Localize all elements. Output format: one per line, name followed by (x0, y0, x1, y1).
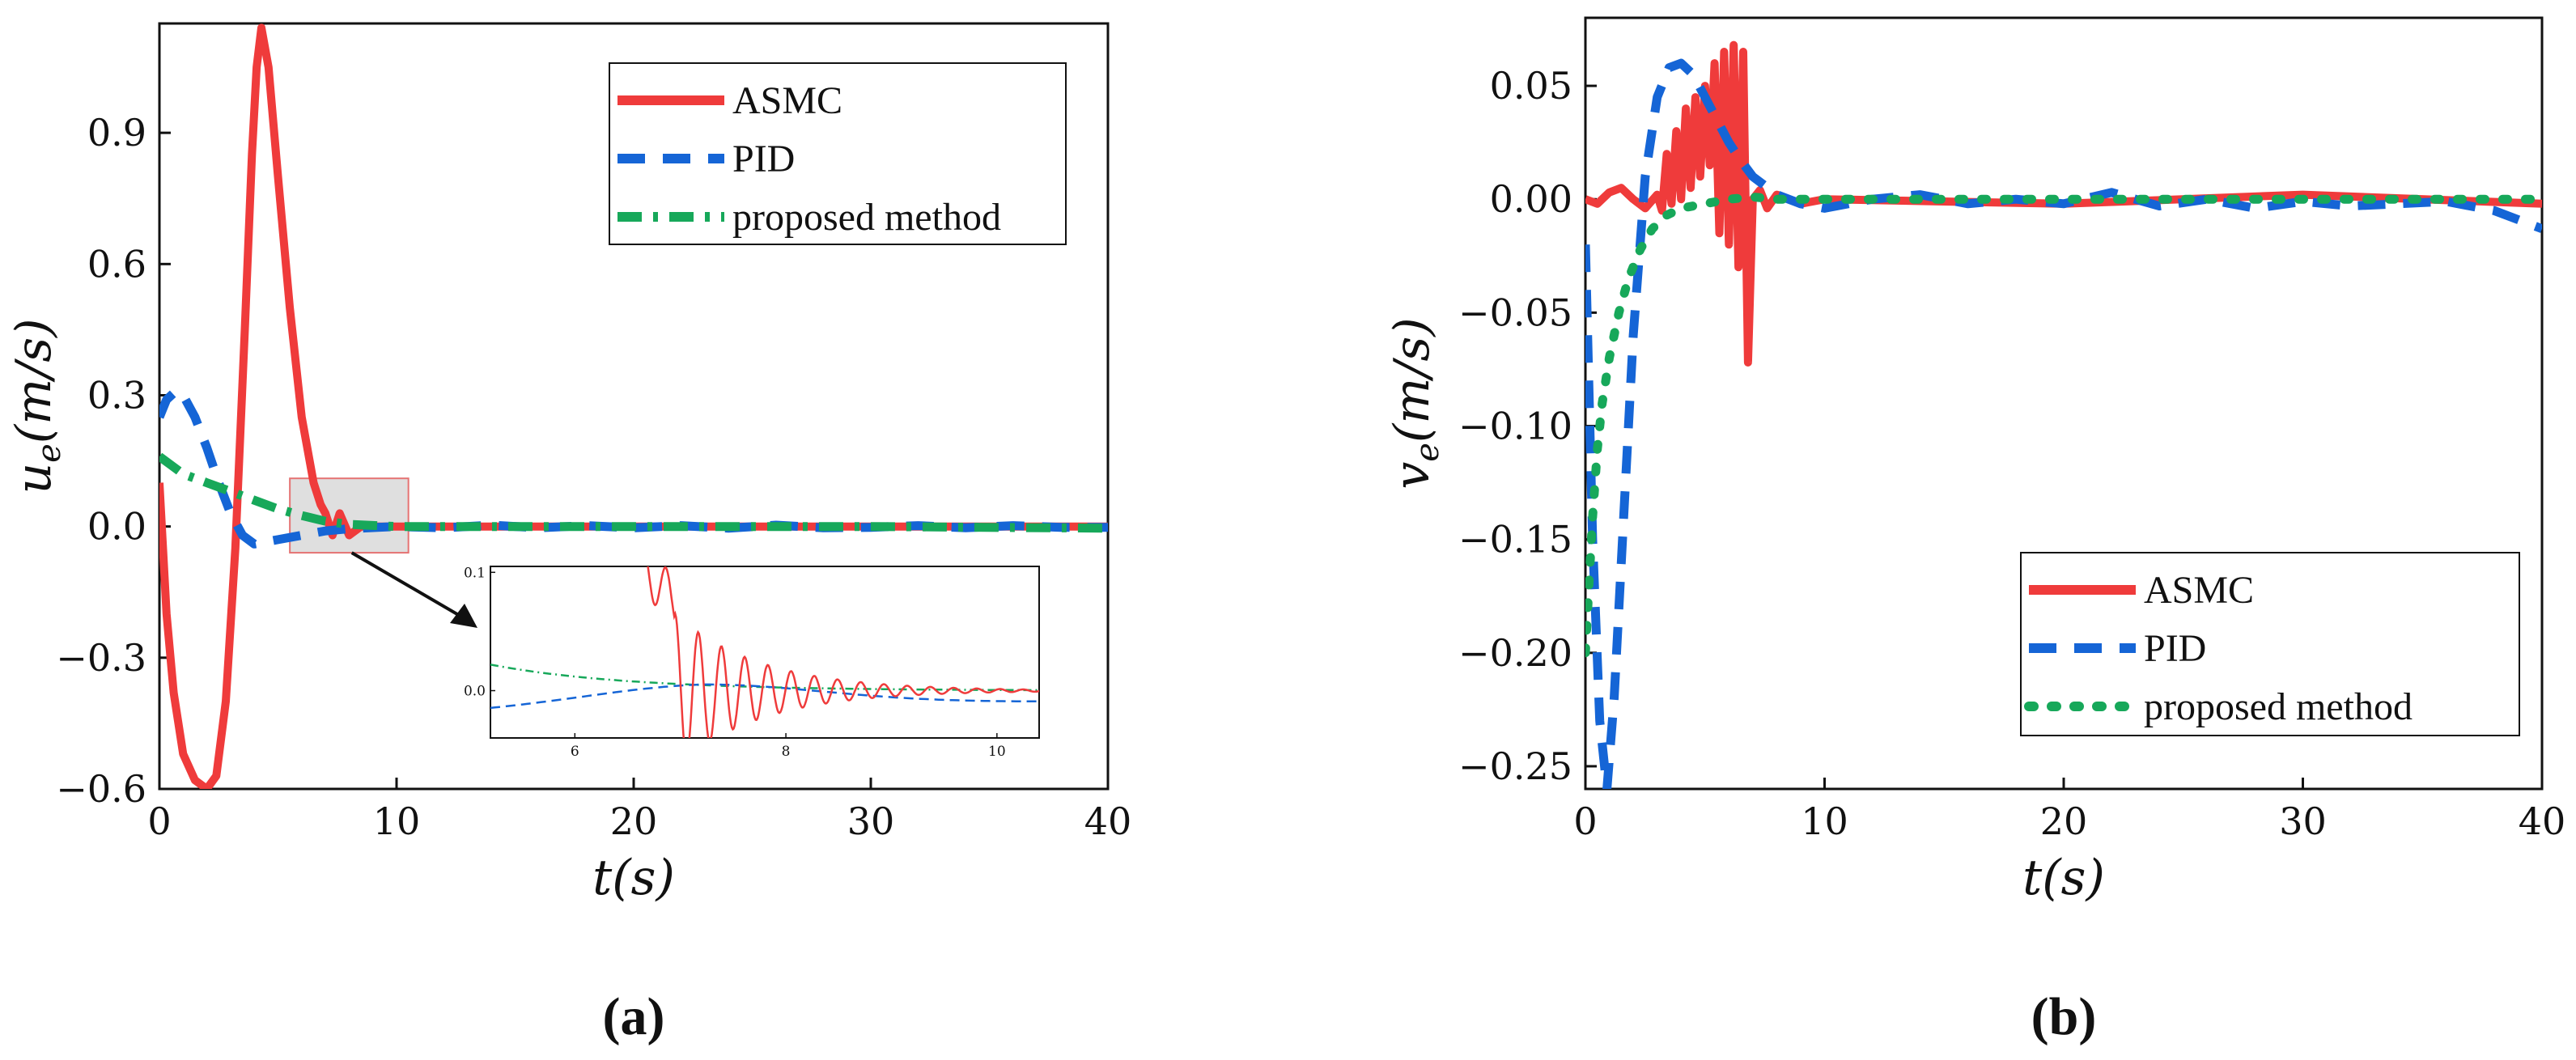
panel-label: (b) (2031, 987, 2097, 1046)
series-line-pid (1585, 58, 2542, 789)
x-tick-label: 20 (610, 799, 658, 843)
inset-x-tick-label: 6 (571, 744, 579, 760)
y-tick-label: 0.9 (87, 111, 146, 155)
inset-y-tick-label: 0.1 (464, 565, 486, 581)
x-tick-label: 30 (2279, 799, 2327, 843)
y-tick-label: −0.15 (1458, 518, 1572, 562)
x-tick-label: 40 (1084, 799, 1132, 843)
y-tick-label: −0.6 (56, 767, 146, 811)
y-tick-label: 0.05 (1490, 64, 1572, 108)
x-tick-label: 0 (147, 799, 171, 843)
zoom-arrow-line (350, 551, 463, 618)
inset-frame (490, 566, 1040, 739)
y-tick-label: 0.0 (87, 505, 146, 549)
panel-a-chart: 0 10 20 30 40 −0.6 −0.3 0.0 0.3 0.6 0.9 ASMC PID prop… (6, 22, 1132, 1046)
legend-label: ASMC (732, 79, 842, 122)
y-tick-label: −0.25 (1458, 744, 1572, 788)
y-axis-label: ue(m/s) (6, 318, 68, 494)
y-tick-label: 0.6 (87, 242, 146, 286)
panel-label: (a) (603, 987, 665, 1046)
series-line-asmc (159, 23, 1108, 789)
inset-y-tick-label: 0.0 (464, 684, 486, 700)
x-axis-label: t(s) (592, 850, 675, 906)
x-tick-label: 30 (847, 799, 895, 843)
y-tick-label: −0.10 (1458, 405, 1572, 448)
x-tick-label: 0 (1573, 799, 1597, 843)
series-group (1585, 40, 2542, 789)
x-tick-label: 20 (2040, 799, 2088, 843)
legend-label: PID (732, 138, 795, 180)
series-line-asmc (1585, 40, 2542, 367)
x-tick-label: 40 (2519, 799, 2566, 843)
panel-b-chart: 0 10 20 30 40 −0.25 −0.20 −0.15 −0.10 −0.05 0.00 0.… (1384, 16, 2566, 1046)
y-axis-label: ve(m/s) (1384, 317, 1446, 489)
y-tick-label: −0.05 (1458, 290, 1572, 334)
legend-label: proposed method (2144, 685, 2413, 728)
legend-label: PID (2144, 627, 2206, 670)
y-tick-label: −0.20 (1458, 631, 1572, 675)
inset-series-group (490, 566, 1039, 738)
zoom-arrow-head (450, 604, 477, 628)
y-tick-label: 0.3 (87, 373, 146, 417)
x-tick-label: 10 (373, 799, 421, 843)
series-line-proposed-method (1585, 192, 2542, 658)
series-group (159, 23, 1108, 789)
x-tick-label: 10 (1801, 799, 1848, 843)
zoom-highlight-box (289, 477, 410, 554)
legend-label: ASMC (2144, 569, 2254, 612)
y-tick-label: 0.00 (1490, 177, 1572, 221)
inset-x-tick-label: 10 (988, 744, 1006, 760)
series-line-proposed-method (159, 452, 1108, 533)
x-axis-label: t(s) (2022, 850, 2105, 906)
legend-label: proposed method (732, 196, 1001, 239)
y-tick-label: −0.3 (56, 636, 146, 680)
inset-series-asmc (647, 566, 1039, 738)
inset-x-tick-label: 8 (782, 744, 791, 760)
